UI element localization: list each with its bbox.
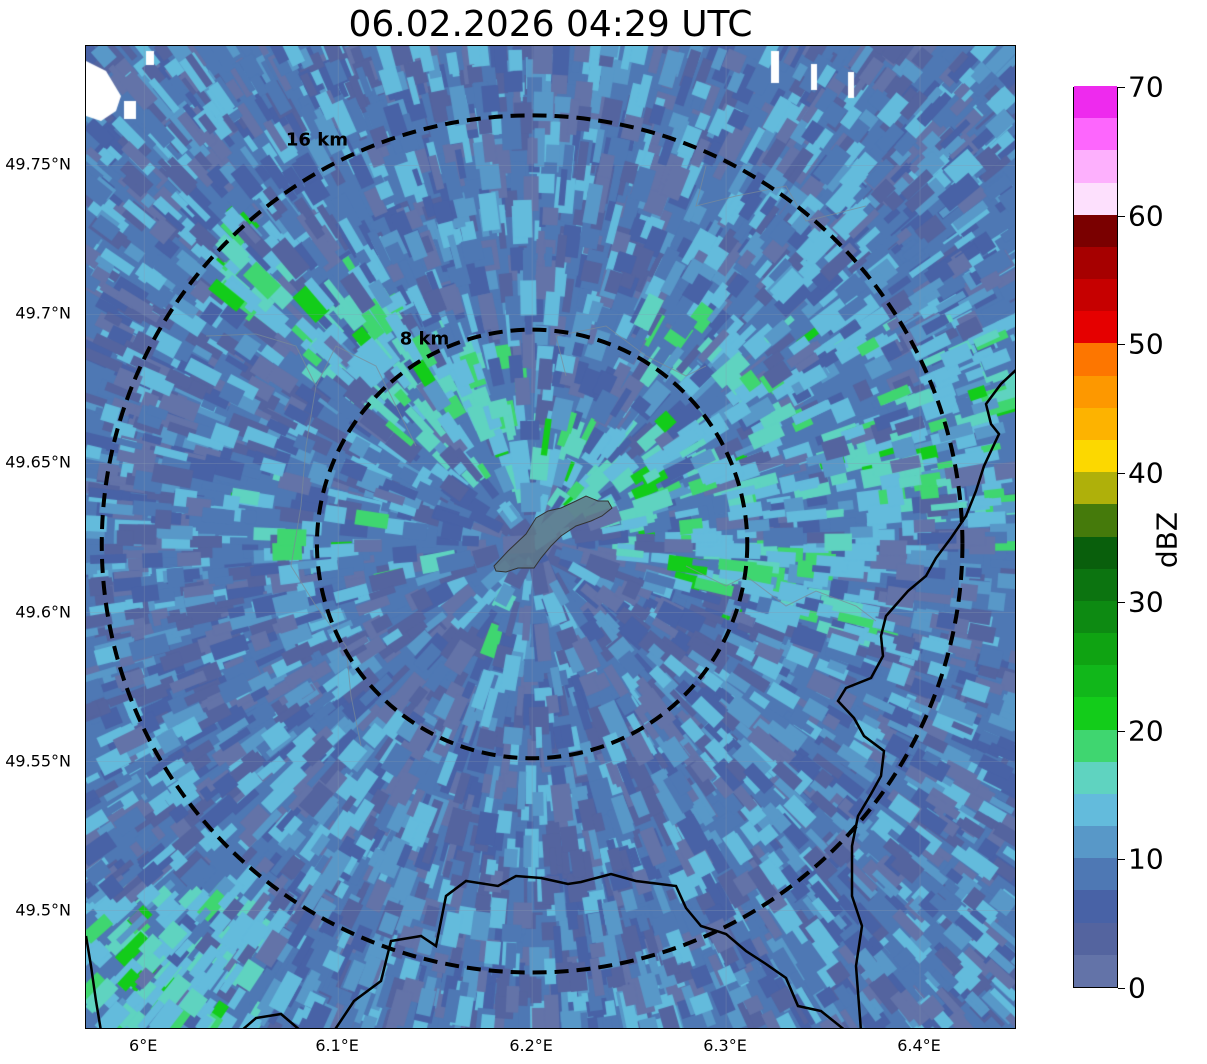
colorbar-tick-label: 60	[1128, 199, 1164, 233]
range-ring-label: 8 km	[400, 329, 450, 350]
border-line-east	[836, 369, 1015, 1028]
colorbar-tick-mark	[1118, 730, 1125, 732]
admin-boundary	[555, 325, 707, 377]
colorbar-segment	[1074, 214, 1117, 247]
colorbar-segment	[1074, 182, 1117, 215]
map-title: 06.02.2026 04:29 UTC	[348, 4, 753, 45]
colorbar-segment	[1074, 857, 1117, 891]
range-ring	[99, 113, 965, 975]
colorbar-tick-mark	[1118, 988, 1125, 989]
colorbar-tick-label: 50	[1128, 327, 1164, 361]
colorbar-segment	[1074, 342, 1117, 376]
colorbar-segment	[1074, 600, 1117, 634]
colorbar-segment	[1074, 696, 1117, 730]
colorbar-segment	[1074, 471, 1117, 505]
colorbar-segment	[1074, 439, 1117, 473]
colorbar-tick-mark	[1118, 87, 1125, 88]
colorbar-tick-label: 40	[1128, 456, 1164, 490]
colorbar-segment	[1074, 568, 1117, 601]
colorbar-tick-label: 30	[1128, 585, 1164, 619]
colorbar-segment	[1074, 536, 1117, 569]
colorbar-segment	[1074, 375, 1117, 408]
colorbar	[1073, 85, 1118, 988]
x-tick-label: 6.1°E	[315, 1036, 359, 1055]
colorbar-segment	[1074, 503, 1117, 537]
y-tick-label: 49.75°N	[5, 154, 71, 174]
colorbar-segment	[1074, 117, 1117, 151]
radar-map[interactable]: 8 km 16 km	[85, 45, 1016, 1029]
colorbar-segment	[1074, 954, 1117, 987]
border-line-southwest	[86, 935, 102, 1028]
colorbar-tick-label: 70	[1128, 70, 1164, 104]
colorbar-segment	[1074, 761, 1117, 794]
colorbar-tick-label: 10	[1128, 842, 1164, 876]
colorbar-tick-mark	[1118, 215, 1125, 217]
colorbar-segment	[1074, 825, 1117, 859]
colorbar-tick-mark	[1118, 601, 1125, 603]
x-tick-label: 6.4°E	[897, 1036, 941, 1055]
range-ring	[314, 327, 750, 761]
colorbar-segment	[1074, 246, 1117, 280]
colorbar-segment	[1074, 793, 1117, 827]
colorbar-segment	[1074, 407, 1117, 440]
border-line-south	[334, 872, 845, 1028]
admin-boundary	[695, 165, 867, 222]
admin-boundaries	[205, 165, 877, 747]
colorbar-segment	[1074, 664, 1117, 698]
colorbar-segment	[1074, 729, 1117, 762]
y-tick-label: 49.55°N	[5, 751, 71, 771]
colorbar-segment	[1074, 278, 1117, 312]
colorbar-segment	[1074, 889, 1117, 923]
colorbar-tick-mark	[1118, 859, 1125, 861]
x-tick-label: 6.3°E	[703, 1036, 747, 1055]
colorbar-segment	[1074, 922, 1117, 955]
colorbar-title: dBZ	[1150, 511, 1184, 569]
y-tick-label: 49.65°N	[5, 452, 71, 472]
x-tick-label: 6.2°E	[509, 1036, 553, 1055]
border-lines	[86, 369, 1015, 1028]
range-ring-label: 16 km	[286, 129, 348, 150]
x-tick-label: 6°E	[129, 1036, 158, 1055]
colorbar-tick-label: 20	[1128, 714, 1164, 748]
admin-boundary	[290, 385, 362, 747]
range-rings: 8 km 16 km	[99, 113, 965, 975]
city-outline	[493, 495, 613, 573]
colorbar-tick-mark	[1118, 344, 1125, 346]
y-tick-label: 49.7°N	[15, 303, 71, 323]
admin-boundary	[205, 333, 417, 447]
colorbar-tick-mark	[1118, 473, 1125, 475]
y-tick-label: 49.6°N	[15, 602, 71, 622]
admin-boundary	[685, 565, 877, 622]
colorbar-segment	[1074, 632, 1117, 666]
colorbar-segment	[1074, 85, 1117, 119]
map-overlay: 8 km 16 km	[86, 46, 1015, 1028]
border-line-south-lower	[242, 1012, 300, 1028]
colorbar-tick-label: 0	[1128, 971, 1146, 1005]
y-tick-label: 49.5°N	[15, 900, 71, 920]
colorbar-segment	[1074, 310, 1117, 344]
colorbar-segment	[1074, 149, 1117, 183]
